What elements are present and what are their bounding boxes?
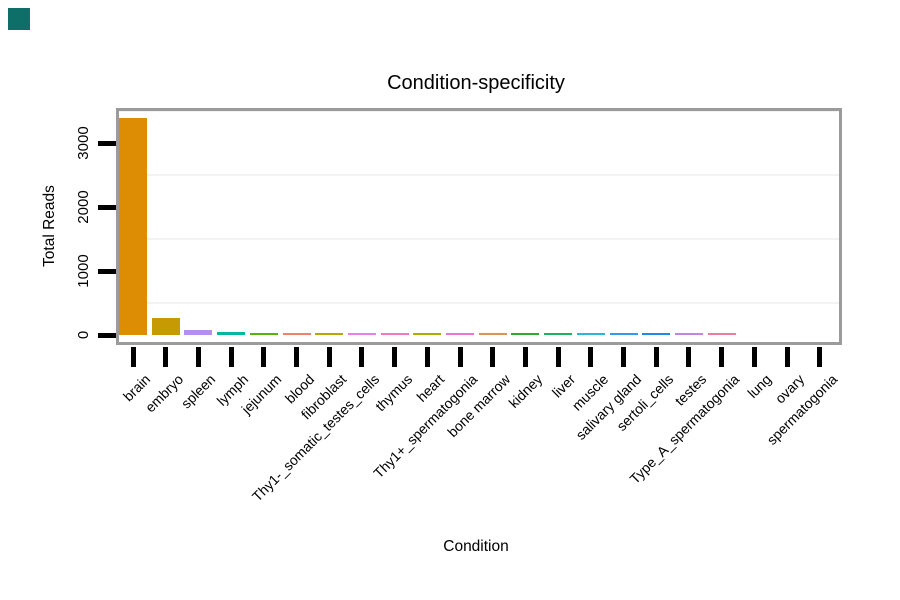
- bar-muscle: [576, 333, 605, 335]
- x-tick-mark-kidney: [522, 347, 528, 367]
- x-tick-mark-bone-marrow: [490, 347, 496, 367]
- x-tick-mark-blood: [294, 347, 299, 367]
- bar-sertoli-cells: [642, 333, 671, 335]
- x-tick-mark-brain: [130, 347, 136, 367]
- bar-thy1-spermatogonia: [446, 333, 474, 335]
- y-tick-mark-0: [98, 332, 116, 338]
- plot-area: [116, 108, 842, 345]
- chart-title: Condition-specificity: [387, 72, 565, 94]
- x-tick-mark-ovary: [784, 347, 790, 367]
- bar-liver: [544, 333, 573, 335]
- gridline-3500: [119, 111, 839, 112]
- x-tick-mark-thy1-spermatogonia: [457, 347, 463, 367]
- y-tick-label-1000: 1000: [75, 254, 92, 288]
- x-tick-mark-lung: [751, 347, 757, 367]
- bar-jejunum: [249, 332, 278, 335]
- y-tick-mark-3000: [98, 140, 116, 146]
- bar-bone-marrow: [478, 333, 507, 335]
- gridline-500: [119, 302, 839, 304]
- x-tick-mark-spleen: [195, 347, 201, 367]
- x-tick-mark-embryo: [163, 347, 169, 367]
- y-tick-label-3000: 3000: [75, 126, 92, 160]
- x-tick-mark-thymus: [392, 347, 398, 367]
- corner-marker-icon: [8, 8, 30, 30]
- bar-fibroblast: [315, 333, 344, 335]
- x-tick-mark-heart: [424, 347, 430, 367]
- bar-spleen: [184, 329, 213, 335]
- x-tick-mark-sertoli-cells: [653, 347, 659, 367]
- x-axis-title: Condition: [443, 538, 509, 555]
- x-tick-mark-jejunum: [261, 347, 267, 367]
- y-tick-label-2000: 2000: [75, 190, 92, 224]
- bar-thy1-somatic-testes-cells: [347, 333, 376, 335]
- x-tick-mark-spermatogonia: [817, 347, 823, 367]
- bar-heart: [413, 332, 442, 335]
- x-tick-mark-type-a-spermatogonia: [719, 347, 725, 367]
- x-tick-mark-thy1-somatic-testes-cells: [359, 347, 365, 367]
- bar-kidney: [511, 333, 540, 335]
- x-tick-mark-fibroblast: [326, 347, 332, 367]
- bar-salivary-gland: [609, 333, 638, 335]
- x-tick-mark-salivary-gland: [621, 347, 626, 367]
- gridline-2500: [119, 174, 839, 176]
- y-tick-label-0: 0: [75, 330, 92, 340]
- bar-lymph: [217, 331, 246, 335]
- y-axis-title: Total Reads: [41, 185, 58, 267]
- gridline-1500: [119, 238, 839, 240]
- x-tick-mark-muscle: [588, 347, 594, 367]
- bar-thymus: [380, 333, 409, 335]
- bar-type-a-spermatogonia: [707, 333, 736, 335]
- x-tick-mark-liver: [555, 347, 561, 367]
- x-tick-mark-lymph: [228, 347, 234, 367]
- x-tick-mark-testes: [686, 347, 692, 367]
- bar-blood: [282, 333, 311, 335]
- bar-brain: [119, 118, 147, 335]
- bar-embryo: [151, 318, 180, 335]
- bar-testes: [674, 333, 703, 335]
- y-tick-mark-1000: [98, 268, 116, 274]
- y-tick-mark-2000: [98, 204, 116, 210]
